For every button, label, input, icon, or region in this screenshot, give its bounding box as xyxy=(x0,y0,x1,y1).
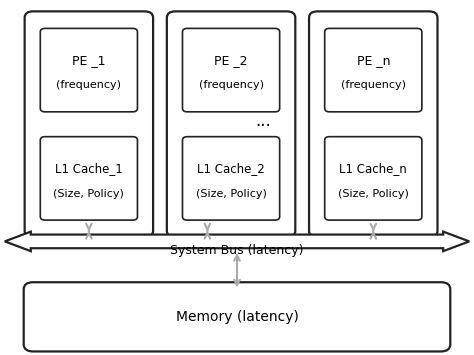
Text: PE _n: PE _n xyxy=(356,54,390,67)
Text: (frequency): (frequency) xyxy=(56,80,121,91)
Text: L1 Cache_n: L1 Cache_n xyxy=(339,162,407,175)
Text: Memory (latency): Memory (latency) xyxy=(175,310,299,324)
FancyBboxPatch shape xyxy=(40,137,137,220)
Text: PE _2: PE _2 xyxy=(214,54,248,67)
FancyBboxPatch shape xyxy=(24,282,450,351)
Text: (frequency): (frequency) xyxy=(199,80,264,91)
FancyBboxPatch shape xyxy=(325,137,422,220)
FancyBboxPatch shape xyxy=(182,28,280,112)
FancyBboxPatch shape xyxy=(325,28,422,112)
FancyBboxPatch shape xyxy=(167,11,295,237)
FancyBboxPatch shape xyxy=(309,11,438,237)
Text: (Size, Policy): (Size, Policy) xyxy=(54,189,124,199)
Text: L1 Cache_1: L1 Cache_1 xyxy=(55,162,123,175)
FancyBboxPatch shape xyxy=(25,11,153,237)
Text: ...: ... xyxy=(255,112,271,130)
Polygon shape xyxy=(5,231,469,251)
FancyBboxPatch shape xyxy=(40,28,137,112)
Text: L1 Cache_2: L1 Cache_2 xyxy=(197,162,265,175)
Text: (Size, Policy): (Size, Policy) xyxy=(196,189,266,199)
Text: (frequency): (frequency) xyxy=(341,80,406,91)
FancyBboxPatch shape xyxy=(182,137,280,220)
Text: (Size, Policy): (Size, Policy) xyxy=(338,189,409,199)
Text: PE _1: PE _1 xyxy=(72,54,106,67)
Text: System Bus (latency): System Bus (latency) xyxy=(170,244,304,257)
